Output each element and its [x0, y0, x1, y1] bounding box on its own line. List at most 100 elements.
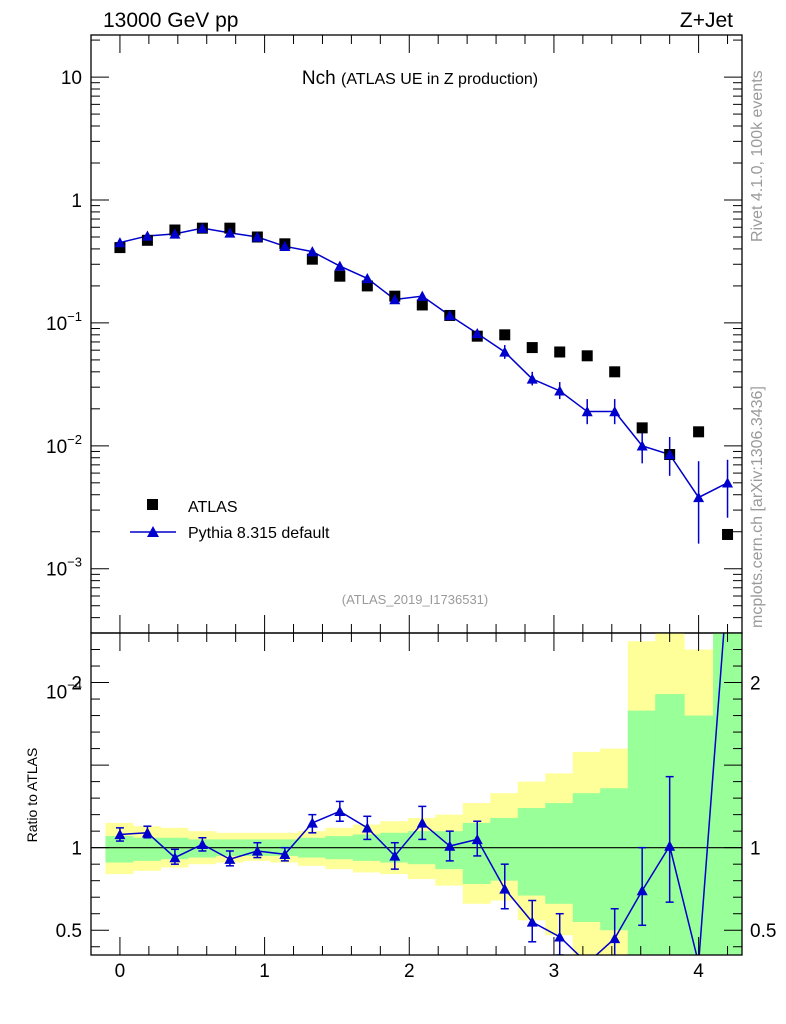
pythia-point — [581, 406, 593, 417]
main-marks — [114, 222, 734, 544]
ratio-point — [499, 883, 511, 894]
pythia-point — [609, 406, 621, 417]
ratio-marks — [114, 578, 733, 968]
atlas-point — [722, 528, 734, 540]
ratio-point — [169, 852, 181, 863]
side-rivet-label: Rivet 4.1.0, 100k events — [749, 70, 766, 242]
legend: ATLAS Pythia 8.315 default — [130, 499, 330, 542]
x-tick-label: 4 — [693, 961, 704, 982]
x-tick-label: 3 — [549, 961, 560, 982]
pythia-point — [722, 477, 734, 488]
ratio-point — [279, 848, 291, 859]
header-left: 13000 GeV pp — [103, 9, 238, 32]
x-axis: 0 1 2 3 4 — [90, 35, 729, 982]
ratio-y-axis: 0.5 0.5 1 1 2 2 — [56, 649, 776, 948]
ratio-point — [196, 838, 208, 850]
main-title: Nch (ATLAS UE in Z production) — [302, 68, 538, 89]
pythia-point — [224, 227, 236, 238]
ratio-point — [416, 817, 428, 828]
ratio-point — [334, 805, 346, 817]
pythia-point — [251, 231, 263, 242]
main-title-subtitle: (ATLAS UE in Z production) — [341, 71, 538, 88]
ratio-point — [444, 840, 456, 851]
legend-atlas-label: ATLAS — [188, 499, 238, 516]
pythia-point — [693, 491, 705, 503]
ratio-point — [361, 822, 373, 833]
pythia-point — [114, 237, 126, 248]
ratio-point — [554, 931, 566, 942]
pythia-point — [554, 385, 566, 396]
y-tick-label: 10−4 — [46, 678, 82, 704]
green-band — [545, 803, 574, 904]
x-tick-label: 2 — [404, 961, 415, 982]
ratio-bands — [91, 633, 742, 955]
pythia-point — [444, 309, 456, 321]
ratio-point — [609, 932, 621, 944]
pythia-point — [279, 240, 291, 251]
y-tick-label: 1 — [71, 191, 82, 212]
pythia-point — [389, 294, 401, 305]
main-title-text: Nch — [302, 68, 336, 89]
ratio-y-tick-label-left: 1 — [71, 839, 82, 860]
pythia-point — [169, 228, 181, 239]
x-tick-label: 0 — [115, 961, 126, 982]
ratio-point — [306, 817, 318, 828]
green-band — [713, 633, 742, 955]
ratio-point — [141, 827, 153, 838]
x-tick-label: 1 — [259, 961, 270, 982]
main-plot: Nch (ATLAS UE in Z production) (ATLAS_20… — [46, 34, 743, 704]
ratio-point — [114, 828, 126, 840]
atlas-point — [361, 280, 373, 292]
pythia-point — [141, 230, 153, 241]
legend-pythia-label: Pythia 8.315 default — [188, 525, 330, 542]
analysis-id-label: (ATLAS_2019_I1736531) — [342, 592, 488, 607]
legend-pythia-marker — [147, 526, 159, 537]
ratio-point — [224, 853, 236, 864]
ratio-point — [636, 885, 648, 896]
atlas-point — [334, 270, 346, 282]
ratio-frame — [90, 632, 743, 956]
atlas-point — [636, 422, 648, 434]
side-mcplots-label: mcplots.cern.ch [arXiv:1306.3436] — [749, 386, 766, 628]
atlas-point — [526, 342, 538, 354]
y-tick-label: 10−2 — [46, 432, 82, 458]
ratio-point — [664, 840, 676, 851]
header-right: Z+Jet — [680, 9, 733, 32]
atlas-point — [609, 366, 621, 378]
pythia-line — [119, 227, 728, 499]
atlas-point — [581, 350, 593, 362]
ratio-y-tick-label-left: 2 — [71, 674, 82, 695]
ratio-point — [251, 845, 263, 856]
pythia-point — [416, 290, 428, 301]
atlas-point — [114, 242, 126, 254]
ratio-point — [471, 833, 483, 845]
ratio-y-tick-label-left: 0.5 — [56, 921, 82, 942]
green-band — [600, 788, 629, 931]
ratio-point — [722, 578, 733, 588]
y-tick-label: 10 — [61, 68, 82, 89]
atlas-point — [306, 253, 318, 265]
y-tick-label: 10−1 — [46, 309, 82, 335]
pythia-point — [471, 328, 483, 339]
ratio-ylabel: Ratio to ATLAS — [24, 748, 40, 843]
ratio-point — [526, 916, 538, 927]
atlas-point — [554, 346, 566, 358]
main-y-axis: 10 1 10−1 10−2 10−3 10−4 — [46, 39, 742, 704]
pythia-point — [664, 448, 676, 460]
pythia-point — [334, 260, 346, 271]
green-band — [684, 715, 714, 955]
ratio-plot: 0.5 0.5 1 1 2 2 0 1 2 3 4 Ratio to ATLAS — [24, 35, 776, 982]
ratio-y-tick-label-right: 1 — [750, 839, 761, 860]
green-band — [132, 837, 161, 861]
main-frame — [90, 34, 743, 634]
legend-atlas-marker — [147, 499, 158, 510]
ratio-point — [582, 958, 593, 968]
pythia-point — [526, 373, 538, 384]
pythia-point — [196, 222, 208, 233]
y-tick-label: 10−3 — [46, 555, 82, 581]
atlas-point — [693, 426, 705, 438]
ratio-y-tick-label-right: 2 — [750, 674, 761, 695]
pythia-point — [499, 346, 511, 357]
pythia-point — [306, 246, 318, 257]
